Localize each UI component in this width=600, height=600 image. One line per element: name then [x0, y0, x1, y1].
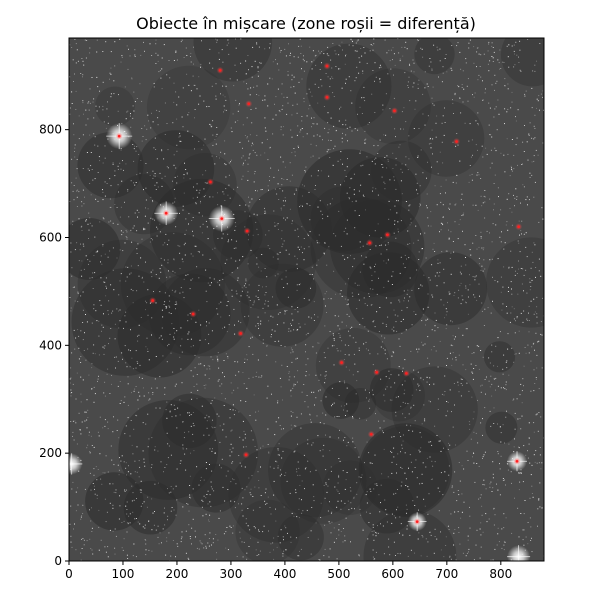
- x-tick-label: 500: [327, 567, 350, 581]
- y-axis: 0 200 400 600 800: [39, 123, 69, 568]
- x-tick-label: 700: [435, 567, 458, 581]
- diff-region: [115, 132, 123, 140]
- diff-region: [453, 138, 461, 146]
- difference-regions: [115, 62, 523, 526]
- diff-region: [338, 359, 346, 367]
- y-tick-label: 400: [39, 338, 62, 352]
- diff-region: [366, 239, 374, 247]
- diff-region: [218, 215, 226, 223]
- diff-region: [242, 451, 250, 459]
- diff-region: [402, 369, 410, 377]
- diff-region: [149, 297, 157, 305]
- x-tick-label: 200: [166, 567, 189, 581]
- bright-star: [507, 545, 531, 561]
- diff-region: [243, 227, 251, 235]
- diff-region: [373, 368, 381, 376]
- x-axis: 0 100 200 300 400 500 600 700 800: [65, 561, 512, 581]
- diff-region: [413, 518, 421, 526]
- plot-frame: [68, 37, 545, 562]
- x-tick-label: 100: [112, 567, 135, 581]
- diff-region: [390, 107, 398, 115]
- chart-title: Obiecte în mișcare (zone roșii = diferen…: [136, 14, 476, 33]
- plot-area: [69, 38, 544, 561]
- y-tick-label: 200: [39, 446, 62, 460]
- y-tick-label: 0: [54, 554, 62, 568]
- diff-region: [189, 310, 197, 318]
- y-tick-label: 600: [39, 230, 62, 244]
- x-tick-label: 400: [273, 567, 296, 581]
- y-tick-label: 800: [39, 123, 62, 137]
- bright-star: [69, 453, 83, 475]
- diff-region: [323, 93, 331, 101]
- x-tick-label: 800: [489, 567, 512, 581]
- diff-region: [237, 329, 245, 337]
- diff-region: [367, 430, 375, 438]
- x-tick-label: 600: [381, 567, 404, 581]
- diff-region: [216, 66, 224, 74]
- diff-region: [515, 223, 523, 231]
- diff-region: [383, 231, 391, 239]
- diff-region: [206, 178, 214, 186]
- diff-region: [513, 457, 521, 465]
- star-field: [69, 38, 544, 561]
- x-tick-label: 300: [219, 567, 242, 581]
- diff-region: [245, 100, 253, 108]
- diff-region: [162, 209, 170, 217]
- diff-region: [323, 62, 331, 70]
- x-tick-label: 0: [65, 567, 73, 581]
